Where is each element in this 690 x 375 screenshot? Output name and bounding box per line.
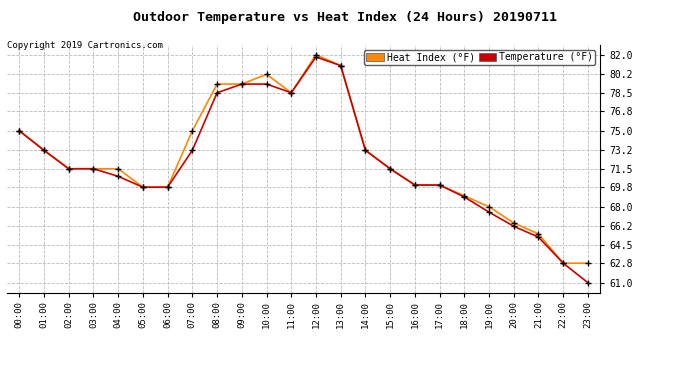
- Text: Outdoor Temperature vs Heat Index (24 Hours) 20190711: Outdoor Temperature vs Heat Index (24 Ho…: [133, 11, 557, 24]
- Text: Copyright 2019 Cartronics.com: Copyright 2019 Cartronics.com: [7, 41, 163, 50]
- Legend: Heat Index (°F), Temperature (°F): Heat Index (°F), Temperature (°F): [364, 50, 595, 65]
